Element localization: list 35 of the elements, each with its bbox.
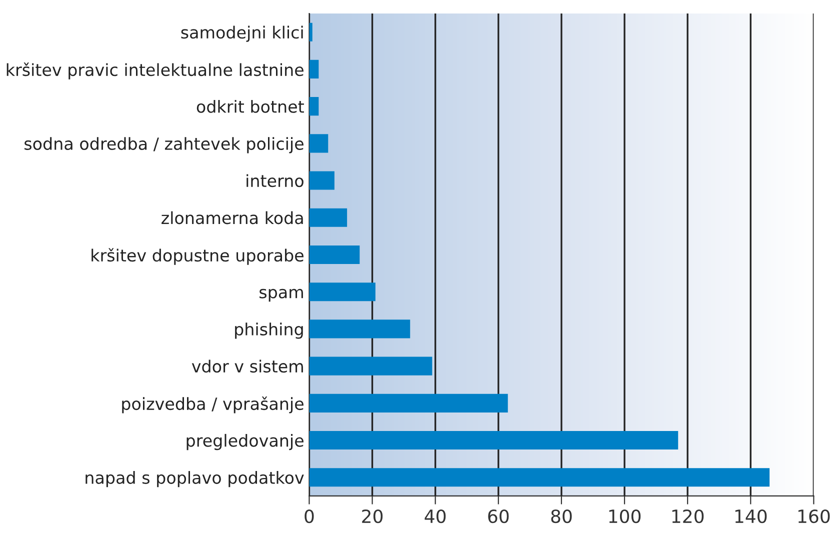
bar: [309, 97, 319, 116]
bar: [309, 134, 328, 153]
bar: [309, 320, 410, 338]
y-tick-label: sodna odredba / zahtevek policije: [24, 137, 304, 154]
bar: [309, 282, 376, 302]
x-tick-label: 80: [551, 509, 572, 524]
bar: [309, 430, 678, 450]
y-tick-label: odkrit botnet: [196, 100, 304, 113]
bar: [309, 22, 312, 42]
y-tick-label: zlonamerna koda: [162, 211, 303, 224]
bar: [309, 394, 508, 412]
x-tick-label: 160: [798, 509, 830, 524]
x-tick-label: 20: [362, 509, 383, 524]
bar: [309, 245, 360, 264]
bar: [309, 171, 334, 190]
x-tick-label: 100: [609, 509, 641, 524]
y-tick-label: poizvedba / vprašanje: [122, 396, 304, 414]
y-tick-label: interno: [246, 174, 304, 188]
bar: [309, 60, 319, 78]
y-tick-label: vdor v sistem: [192, 360, 303, 373]
x-tick-label: 60: [488, 509, 509, 524]
x-tick-label: 120: [672, 509, 704, 524]
x-tick-label: 40: [424, 509, 446, 524]
bar: [309, 208, 348, 227]
x-tick-label: 0: [304, 509, 314, 524]
y-tick-label: kršitev dopustne uporabe: [92, 248, 304, 265]
x-tick-label: 140: [735, 509, 767, 524]
bar: [309, 468, 770, 487]
y-tick-label: kršitev pravic intelektualne lastnine: [6, 62, 304, 80]
y-tick-label: napad s poplavo podatkov: [86, 471, 304, 488]
bar: [309, 356, 432, 376]
y-tick-label: phishing: [235, 322, 303, 339]
y-tick-label: pregledovanje: [186, 434, 304, 450]
y-tick-label: samodejni klici: [181, 26, 303, 42]
y-tick-label: spam: [260, 288, 303, 302]
